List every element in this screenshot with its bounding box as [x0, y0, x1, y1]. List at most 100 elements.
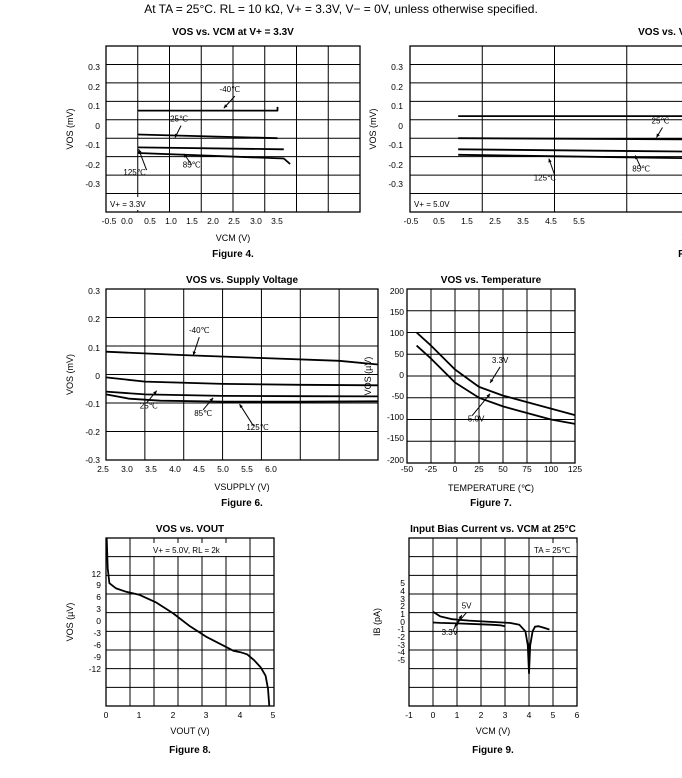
y-tick-label: 0.2 — [88, 314, 100, 324]
x-tick-label: 5 — [271, 710, 276, 720]
series-line — [415, 344, 576, 425]
series-line — [137, 152, 291, 165]
series-line — [105, 393, 379, 403]
x-tick-label: 1.5 — [461, 216, 473, 226]
annotation-arrowhead — [192, 351, 196, 356]
chart-fig4: VOS vs. VCM at V+ = 3.3V Figure 4. VCM (V)… — [65, 27, 361, 260]
inset-label: V+ = 5.0V, RL = 2k — [153, 546, 221, 555]
x-tick-label: -50 — [401, 464, 414, 474]
y-tick-label: 1 — [400, 609, 405, 619]
series-line — [458, 153, 682, 160]
y-tick-label: -0.3 — [85, 455, 100, 465]
annotation-arrowhead — [635, 155, 639, 160]
plot-frame — [105, 45, 361, 213]
chart-title: VOS vs. VCM at V+ = 3.3V — [172, 27, 294, 38]
x-tick-label: 0 — [431, 710, 436, 720]
y-tick-label: -4 — [397, 647, 405, 657]
plot-frame — [406, 288, 576, 464]
x-axis-label: VSUPPLY (V) — [214, 482, 269, 492]
page-header: At TA = 25°C. RL = 10 kΩ, V+ = 3.3V, V− … — [144, 2, 538, 16]
annotation-label: 125℃ — [246, 423, 268, 432]
chart-title: VOS vs. Temperature — [441, 275, 542, 286]
annotation-arrowhead — [548, 158, 552, 163]
y-tick-label: 0.3 — [88, 286, 100, 296]
annotation-label: 125℃ — [534, 174, 556, 183]
series-line — [105, 537, 271, 707]
y-tick-label: 3 — [400, 594, 405, 604]
x-tick-label: 2.5 — [228, 216, 240, 226]
inset-background — [531, 543, 577, 556]
x-tick-label: 2.0 — [207, 216, 219, 226]
y-tick-label: 3 — [96, 604, 101, 614]
plot-frame — [408, 537, 578, 707]
chart-fig9: Input Bias Current vs. VCM at 25°C Figure… — [372, 524, 580, 756]
annotation-label: 25℃ — [140, 402, 158, 411]
y-tick-label: 0 — [399, 370, 404, 380]
x-tick-label: 125 — [568, 464, 582, 474]
x-tick-label: 100 — [544, 464, 558, 474]
annotation-label: -40℃ — [220, 85, 241, 94]
annotation-label: 25℃ — [170, 115, 188, 124]
annotation-label: 5V — [462, 601, 472, 610]
x-tick-label: -0.5 — [404, 216, 419, 226]
x-tick-label: 4.5 — [193, 464, 205, 474]
figure-caption: Figure 7. — [470, 498, 512, 509]
annotation-arrowhead — [490, 379, 494, 383]
y-tick-label: -0.3 — [85, 179, 100, 189]
x-tick-label: 5 — [551, 710, 556, 720]
annotation-arrowhead — [223, 104, 228, 109]
y-tick-label: 6 — [96, 592, 101, 602]
y-axis-label: VOS (mV) — [368, 108, 378, 149]
annotation-label: 85℃ — [632, 164, 650, 173]
annotation-arrowhead — [486, 393, 491, 398]
annotation-arrowhead — [239, 404, 243, 408]
x-tick-label: 50 — [498, 464, 508, 474]
x-tick-label: -1 — [405, 710, 413, 720]
x-tick-label: -25 — [425, 464, 438, 474]
x-tick-label: -0.5 — [102, 216, 117, 226]
annotation-arrowhead — [175, 133, 179, 138]
y-tick-label: -9 — [93, 652, 101, 662]
y-tick-label: -0.1 — [85, 140, 100, 150]
x-tick-label: 3.5 — [517, 216, 529, 226]
x-axis-label: VCM (V) — [476, 726, 511, 736]
x-tick-label: 0 — [453, 464, 458, 474]
inset-label: TA = 25℃ — [534, 546, 570, 555]
x-tick-label: 1.0 — [165, 216, 177, 226]
x-tick-label: 0.5 — [433, 216, 445, 226]
x-tick-label: 6 — [575, 710, 580, 720]
figure-caption: Figure 4. — [212, 249, 254, 260]
chart-title: VOS vs. Supply Voltage — [186, 275, 299, 286]
inset-background — [411, 197, 462, 210]
series-line — [432, 621, 506, 628]
x-tick-label: 75 — [522, 464, 532, 474]
y-tick-label: -3 — [93, 628, 101, 638]
x-axis-label: VCM (V) — [216, 233, 251, 243]
series-line — [105, 350, 379, 366]
inset-background — [107, 197, 158, 210]
figure-caption: Figure 9. — [472, 745, 514, 756]
y-tick-label: 0 — [400, 617, 405, 627]
y-tick-label: -5 — [397, 655, 405, 665]
annotation-arrow — [471, 393, 491, 416]
y-tick-label: 5 — [400, 578, 405, 588]
y-tick-label: 200 — [390, 286, 404, 296]
y-tick-label: 0.1 — [391, 101, 403, 111]
annotation-label: 25℃ — [652, 116, 670, 125]
x-tick-label: 6.0 — [265, 464, 277, 474]
series-line — [432, 610, 550, 675]
x-tick-label: 3 — [204, 710, 209, 720]
y-tick-label: 0 — [95, 371, 100, 381]
x-tick-label: 4.0 — [169, 464, 181, 474]
chart-fig5: VOS vs. VCM at V+ = 5.0VFigure 5.VCM (V)… — [368, 27, 682, 260]
y-axis-label: IB (pA) — [372, 608, 382, 636]
series-line — [105, 390, 379, 398]
x-tick-label: 5.5 — [573, 216, 585, 226]
y-tick-label: 0 — [398, 121, 403, 131]
x-tick-label: 3.5 — [271, 216, 283, 226]
plot-frame — [105, 537, 275, 707]
annotation-arrowhead — [138, 149, 142, 154]
y-tick-label: 100 — [390, 328, 404, 338]
